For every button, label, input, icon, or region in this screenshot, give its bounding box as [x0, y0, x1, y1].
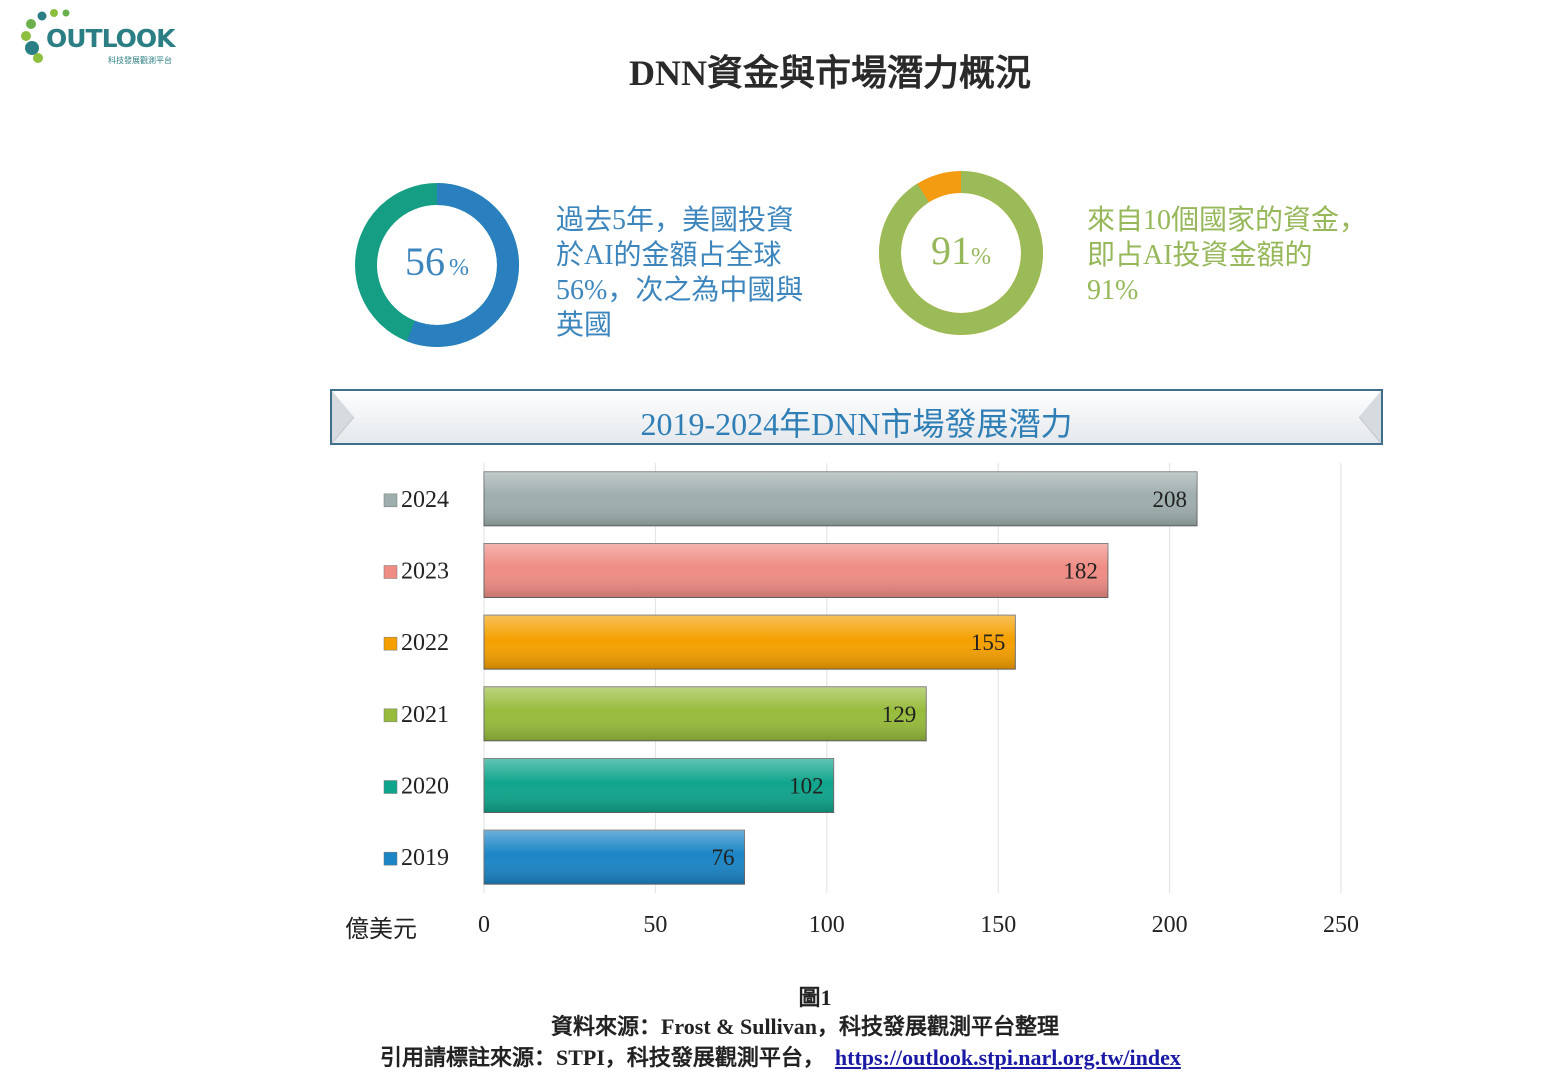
bar-value-label: 182 [1063, 559, 1098, 584]
bar-shade [484, 471, 1198, 526]
bar-value-label: 129 [882, 702, 917, 727]
donut-percent-sign: % [449, 255, 469, 281]
logo-text: OUTLOOK [46, 24, 176, 53]
stat-line: 英國 [556, 310, 613, 341]
legend-marker [383, 780, 398, 794]
legend-marker [383, 565, 398, 579]
stat-line: 即占AI投資金額的 [1087, 240, 1313, 271]
x-tick-label: 250 [1323, 912, 1359, 938]
x-tick-label: 200 [1152, 912, 1188, 938]
donut-chart-us-share [355, 183, 519, 347]
bar-value-label: 102 [789, 774, 824, 799]
page-title: DNN資金與市場潛力概況 [629, 53, 1031, 93]
stat-description-countries: 來自10個國家的資金， 即占AI投資金額的 91% [1087, 203, 1367, 308]
legend-marker [383, 493, 398, 508]
x-tick-label: 50 [643, 912, 667, 938]
category-label: 2024 [401, 487, 449, 513]
logo-subtitle: 科技發展觀測平台 [108, 56, 172, 65]
stat-line: 過去5年，美國投資 [556, 205, 795, 236]
category-label: 2020 [401, 774, 449, 800]
figure-label: 圖1 [798, 985, 832, 1010]
x-tick-label: 150 [980, 912, 1016, 938]
category-label: 2019 [401, 845, 449, 871]
bar-value-label: 76 [712, 845, 735, 870]
donut-percent-sign: % [971, 244, 991, 270]
source-note: 資料來源：Frost & Sullivan，科技發展觀測平台整理 [550, 1014, 1060, 1039]
stat-line: 91% [1087, 275, 1139, 306]
legend-marker [383, 636, 398, 651]
stat-line: 56%，次之為中國與 [556, 275, 804, 306]
bar-shade [484, 615, 1016, 670]
donut-value-us: 56 % [354, 238, 520, 285]
category-label: 2022 [401, 630, 449, 656]
x-tick-label: 0 [478, 912, 490, 938]
x-axis-unit-label: 億美元 [345, 917, 417, 943]
bar-shade [484, 543, 1108, 598]
stat-line: 於AI的金額占全球 [556, 240, 782, 271]
legend-marker [383, 851, 398, 866]
donut-number: 56 [405, 239, 445, 284]
donut-value-countries: 91% [878, 227, 1044, 274]
category-label: 2021 [401, 702, 449, 728]
bar-value-label: 208 [1153, 487, 1188, 512]
citation-note: 引用請標註來源：STPI，科技發展觀測平台， https://outlook.st… [380, 1040, 1181, 1072]
citation-prefix: 引用請標註來源：STPI，科技發展觀測平台， [380, 1045, 825, 1070]
donut-number: 91 [931, 228, 971, 273]
chart-title: 2019-2024年DNN市場發展潛力 [640, 406, 1073, 442]
legend-marker [383, 708, 398, 723]
stat-line: 來自10個國家的資金， [1087, 205, 1368, 236]
outlook-logo [21, 9, 70, 63]
bar-shade [484, 686, 927, 741]
chart-banner [330, 389, 1383, 445]
donut-chart-ten-countries [879, 171, 1043, 335]
bar-value-label: 155 [971, 630, 1006, 655]
bar-shade [484, 830, 745, 885]
category-label: 2023 [401, 559, 449, 585]
stat-description-us: 過去5年，美國投資 於AI的金額占全球 56%，次之為中國與 英國 [556, 203, 803, 343]
x-tick-label: 100 [809, 912, 845, 938]
citation-link[interactable]: https://outlook.stpi.narl.org.tw/index [834, 1045, 1181, 1070]
bar-shade [484, 758, 834, 813]
